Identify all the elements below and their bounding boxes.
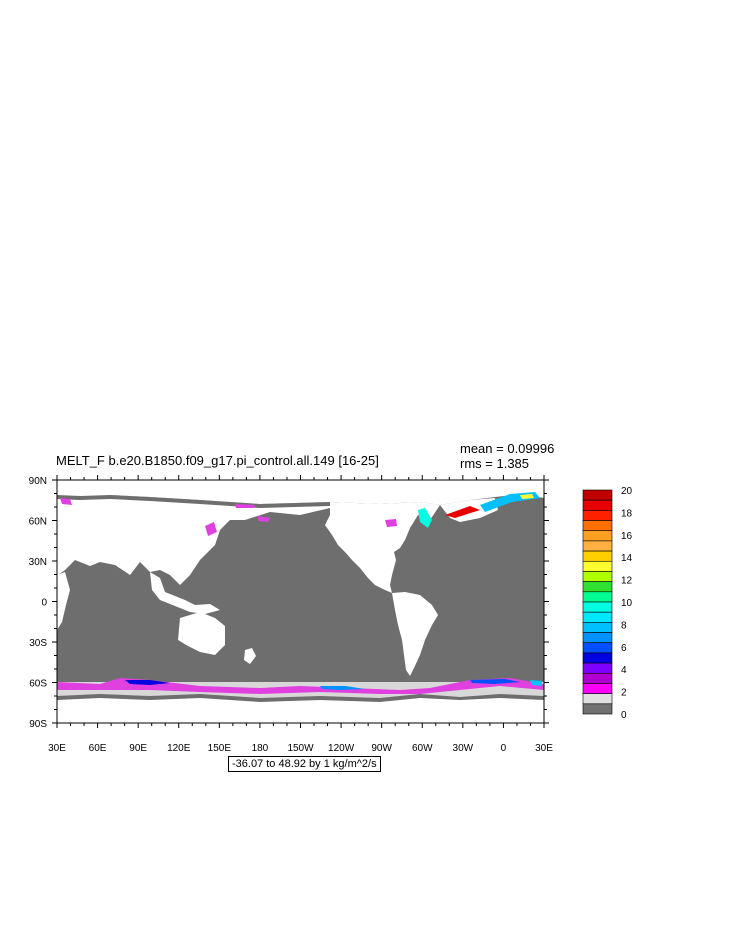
arctic-melt-2 xyxy=(235,504,255,508)
mean-stat: mean = 0.09996 xyxy=(460,441,555,456)
colorbar-label: 8 xyxy=(621,620,627,631)
colorbar-swatch xyxy=(582,632,613,644)
colorbar-label: 14 xyxy=(621,553,633,564)
arctic-seaice-fringe xyxy=(57,495,330,508)
colorbar-swatch xyxy=(582,642,613,654)
colorbar-swatch xyxy=(582,591,613,603)
colorbar-swatch xyxy=(582,560,613,572)
colorbar-swatch xyxy=(582,683,613,694)
colorbar-label: 12 xyxy=(621,576,633,587)
colorbar-label: 0 xyxy=(621,710,627,721)
plot-title: MELT_F b.e20.B1850.f09_g17.pi_control.al… xyxy=(56,453,379,468)
colorbar-label: 10 xyxy=(621,598,633,609)
lon-tick-label: 150E xyxy=(208,743,232,754)
antarctica-landmass xyxy=(57,698,544,723)
lon-tick-label: 90W xyxy=(371,743,392,754)
southern-high-melt-c xyxy=(470,679,520,684)
map-panel xyxy=(56,479,545,724)
colorbar-swatch xyxy=(582,520,613,532)
lat-tick-label: 90S xyxy=(29,719,47,730)
colorbar-label: 16 xyxy=(621,531,633,542)
colorbar-swatch xyxy=(582,581,613,593)
lat-tick-label: 90N xyxy=(29,476,47,487)
lon-tick-label: 120W xyxy=(328,743,355,754)
colorbar-swatch xyxy=(582,601,613,613)
lon-tick-label: 30E xyxy=(535,743,553,754)
colorbar-label: 18 xyxy=(621,508,633,519)
southern-melt-band xyxy=(57,678,544,694)
lon-tick-label: 60E xyxy=(89,743,107,754)
barents-melt-hot xyxy=(520,494,534,499)
colorbar-swatch xyxy=(582,652,613,664)
colorbar-label: 2 xyxy=(621,688,627,699)
lon-tick-label: 60W xyxy=(412,743,433,754)
colorbar-swatch xyxy=(582,489,613,501)
colorbar-swatch xyxy=(582,611,613,623)
lon-tick-label: 150W xyxy=(287,743,314,754)
colorbar-swatch xyxy=(582,540,613,552)
colorbar-swatch xyxy=(582,571,613,582)
colorbar-swatch xyxy=(582,622,613,633)
arctic-region xyxy=(57,480,544,505)
colorbar-label: 4 xyxy=(621,665,627,676)
colorbar-label: 6 xyxy=(621,643,627,654)
latitude-axis: 90N 60N 30N 0 30S 60S 90S xyxy=(29,476,549,730)
colorbar-swatch xyxy=(582,693,613,705)
contour-range-label: -36.07 to 48.92 by 1 kg/m^2/s xyxy=(228,756,381,772)
colorbar-swatch xyxy=(582,672,613,684)
longitude-axis: 30E 60E 90E 120E 150E 180 150W 120W 90W 60W 30W 0 30… xyxy=(48,475,553,754)
lon-tick-label: 90E xyxy=(129,743,147,754)
lon-tick-label: 30W xyxy=(453,743,474,754)
colorbar-label: 20 xyxy=(621,486,633,497)
lon-tick-label: 180 xyxy=(252,743,269,754)
southern-high-melt-a xyxy=(125,680,170,685)
colorbar-swatch xyxy=(582,703,613,715)
greenland-east-melt xyxy=(445,506,480,518)
north-america-landmass xyxy=(325,502,440,593)
lon-tick-label: 0 xyxy=(501,743,507,754)
lat-tick-label: 60S xyxy=(29,679,47,690)
arctic-melt-1 xyxy=(60,498,72,505)
labrador-melt xyxy=(418,508,432,528)
southern-high-melt-d xyxy=(530,680,542,686)
colorbar-swatch xyxy=(582,550,613,562)
lat-tick-label: 30S xyxy=(29,638,47,649)
colorbar-swatch xyxy=(582,510,613,521)
africa-edge xyxy=(57,572,70,630)
colorbar-swatch xyxy=(582,499,613,511)
eurasia-landmass xyxy=(57,495,330,585)
lat-tick-label: 30N xyxy=(29,557,47,568)
lat-tick-label: 0 xyxy=(41,598,47,609)
lon-tick-label: 30E xyxy=(48,743,66,754)
lon-tick-label: 120E xyxy=(167,743,191,754)
australia-landmass xyxy=(178,612,225,655)
arctic-melt-5 xyxy=(385,519,397,527)
arctic-melt-4 xyxy=(258,516,270,522)
south-america-landmass xyxy=(392,592,438,676)
southeast-asia xyxy=(150,572,220,614)
lat-tick-label: 60N xyxy=(29,517,47,528)
colorbar-swatch xyxy=(582,662,613,674)
new-zealand xyxy=(244,648,256,664)
arctic-melt-3 xyxy=(205,522,217,536)
southern-high-melt-b xyxy=(320,686,365,690)
colorbar-swatch xyxy=(582,530,613,542)
rms-stat: rms = 1.385 xyxy=(460,456,530,471)
